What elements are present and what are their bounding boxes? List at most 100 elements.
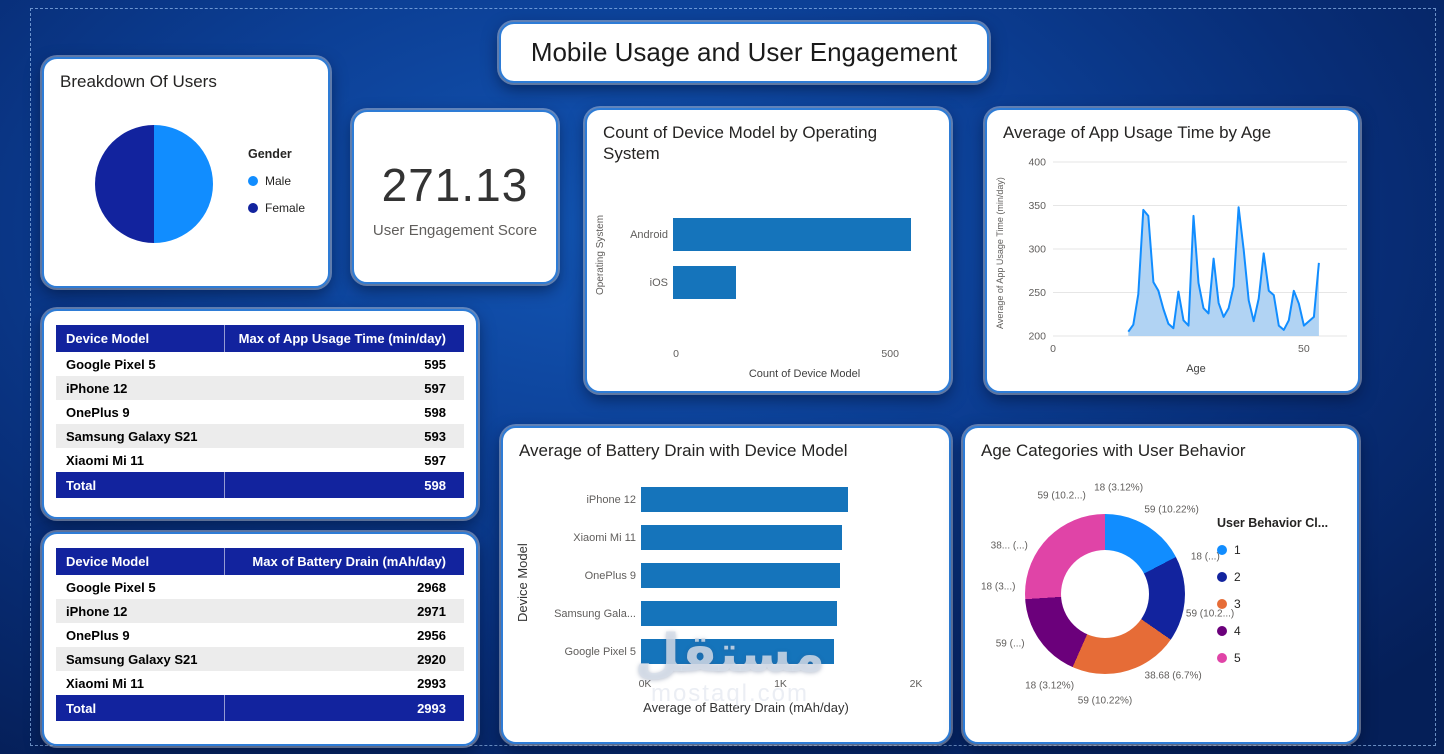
legend-item-2[interactable]: 2 <box>1217 570 1347 584</box>
bar-track <box>641 563 916 588</box>
table-row-xiaomi-mi-11: Xiaomi Mi 11 597 <box>56 448 464 472</box>
cell-device-model: Google Pixel 5 <box>66 579 156 595</box>
gender-legend: Male Female <box>248 174 305 215</box>
bar-ios[interactable] <box>673 266 736 299</box>
table-row-oneplus-9: OnePlus 9 598 <box>56 400 464 424</box>
legend-item-3[interactable]: 3 <box>1217 597 1347 611</box>
legend-label: 4 <box>1234 624 1241 638</box>
legend-color-dot <box>248 203 258 213</box>
category-label-android: Android <box>630 228 668 241</box>
table-row-samsung-galaxy-s21: Samsung Galaxy S21 2920 <box>56 647 464 671</box>
svg-text:50: 50 <box>1298 343 1310 355</box>
cell-value: 2956 <box>417 627 446 643</box>
legend-label: 1 <box>1234 543 1241 557</box>
cell-value: 2993 <box>224 695 464 721</box>
table-row-iphone-12: iPhone 12 597 <box>56 376 464 400</box>
bar-google-pixel-5[interactable] <box>641 639 834 664</box>
dashboard-title: Mobile Usage and User Engagement <box>530 37 958 67</box>
category-label-iphone-12: iPhone 12 <box>586 493 636 506</box>
legend-item-5[interactable]: 5 <box>1217 651 1347 665</box>
table-row-google-pixel-5: Google Pixel 5 2968 <box>56 575 464 599</box>
cell-value: 598 <box>224 472 464 498</box>
svg-text:200: 200 <box>1028 331 1046 343</box>
donut-slice-label: 18 (...) <box>1190 551 1220 563</box>
bar-oneplus-9[interactable] <box>641 563 840 588</box>
card-os-device-count: Count of Device Model by Operating Syste… <box>585 108 951 393</box>
donut-slice-label: 18 (3...) <box>980 581 1016 593</box>
gender-pie-chart[interactable] <box>95 125 213 243</box>
card-usage-table: Device Model Max of App Usage Time (min/d… <box>42 309 478 519</box>
battery-x-axis-ticks: 0K 1K 2K <box>639 678 923 692</box>
legend-label: 3 <box>1234 597 1241 611</box>
x-tick-label: 500 <box>881 348 899 360</box>
table-total-row: Total 598 <box>56 472 464 498</box>
cell-value: 597 <box>424 380 446 396</box>
cell-value: Max of Battery Drain (mAh/day) <box>224 548 464 575</box>
donut-slice-label: 18 (3.12%) <box>1025 680 1075 692</box>
legend-color-dot <box>248 176 258 186</box>
bar-row: Android <box>611 218 933 251</box>
donut-slice-label: 18 (3.12%) <box>1094 482 1144 494</box>
cell-value: 2920 <box>417 651 446 667</box>
bar-track <box>641 525 916 550</box>
legend-item-1[interactable]: 1 <box>1217 543 1347 557</box>
bar-row: OnePlus 9 <box>539 563 916 588</box>
behavior-legend: 1 2 3 4 5 <box>1217 543 1347 665</box>
bar-xiaomi-mi-11[interactable] <box>641 525 842 550</box>
cell-value: 597 <box>424 452 446 468</box>
card-dashboard-title: Mobile Usage and User Engagement <box>499 22 989 83</box>
card-age-categories-donut: Age Categories with User Behavior 18 (3.… <box>963 426 1359 744</box>
kpi-label: User Engagement Score <box>372 222 538 239</box>
card-title-breakdown-of-users: Breakdown Of Users <box>60 72 217 91</box>
bar-row: Samsung Gala... <box>539 601 916 626</box>
cell-device-model: OnePlus 9 <box>66 627 130 643</box>
cell-device-model: Device Model <box>66 331 150 346</box>
cell-device-model: OnePlus 9 <box>66 404 130 420</box>
legend-color-dot <box>1217 545 1227 555</box>
battery-table: Device Model Max of Battery Drain (mAh/da… <box>56 548 464 721</box>
bar-android[interactable] <box>673 218 912 251</box>
legend-item-female[interactable]: Female <box>248 201 305 215</box>
x-axis-title-count-of-device-model: Count of Device Model <box>748 368 861 380</box>
bar-samsung-gala[interactable] <box>641 601 837 626</box>
card-title-app-usage-by-age: Average of App Usage Time by Age <box>1003 123 1272 142</box>
usage-table: Device Model Max of App Usage Time (min/d… <box>56 325 464 498</box>
table-total-row: Total 2993 <box>56 695 464 721</box>
cell-value: 2993 <box>417 675 446 691</box>
legend-color-dot <box>1217 572 1227 582</box>
y-axis-title-operating-system: Operating System <box>595 214 606 296</box>
bar-track <box>641 601 916 626</box>
cell-device-model: Samsung Galaxy S21 <box>66 428 198 444</box>
behavior-legend-title: User Behavior Cl... <box>1217 516 1329 530</box>
os-bar-chart: Android iOS <box>611 218 933 299</box>
category-label-oneplus-9: OnePlus 9 <box>584 569 636 582</box>
card-battery-drain-chart: Average of Battery Drain with Device Mod… <box>501 426 951 744</box>
gender-legend-box: Gender Male Female <box>248 147 305 215</box>
svg-text:250: 250 <box>1028 287 1046 299</box>
x-tick-label: 2K <box>909 678 923 690</box>
svg-text:350: 350 <box>1028 200 1046 212</box>
cell-value: 598 <box>424 404 446 420</box>
bar-row: Xiaomi Mi 11 <box>539 525 916 550</box>
x-tick-label: 0 <box>673 348 679 360</box>
bar-track <box>641 487 916 512</box>
donut-slice-label: 38... (...) <box>990 540 1028 552</box>
table-row-google-pixel-5: Google Pixel 5 595 <box>56 352 464 376</box>
card-title-battery-drain: Average of Battery Drain with Device Mod… <box>519 441 848 460</box>
age-area-chart[interactable]: 200 250 300 350 400 0 50 Age <box>1005 150 1355 390</box>
cell-value: Max of App Usage Time (min/day) <box>224 325 464 352</box>
donut-slice-label: 59 (...) <box>995 638 1025 650</box>
donut-slice-label: 38.68 (6.7%) <box>1144 670 1202 682</box>
legend-item-4[interactable]: 4 <box>1217 624 1347 638</box>
bar-iphone-12[interactable] <box>641 487 848 512</box>
legend-color-dot <box>1217 599 1227 609</box>
bar-row: iPhone 12 <box>539 487 916 512</box>
donut-chart-area: 18 (3.12%) 59 (10.22%) 18 (...) 59 (10.2...… <box>965 428 1357 742</box>
x-axis-title-battery-drain: Average of Battery Drain (mAh/day) <box>643 700 849 715</box>
donut-slice-label: 59 (10.2...) <box>1037 490 1086 502</box>
card-app-usage-by-age: Average of App Usage Time by Age Average… <box>985 108 1360 393</box>
legend-color-dot <box>1217 626 1227 636</box>
bar-row: iOS <box>611 266 933 299</box>
legend-item-male[interactable]: Male <box>248 174 305 188</box>
category-label-xiaomi-mi-11: Xiaomi Mi 11 <box>573 531 636 544</box>
